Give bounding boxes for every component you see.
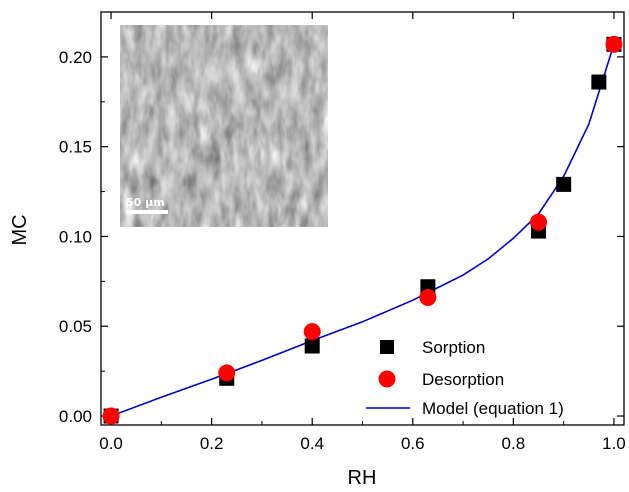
x-tick-label: 0.0	[99, 434, 123, 453]
desorption-point	[530, 213, 548, 231]
inset-scale-label: 50 µm	[126, 196, 165, 209]
legend-label-model: Model (equation 1)	[422, 399, 564, 418]
x-tick-label: 0.2	[200, 434, 224, 453]
desorption-point	[102, 407, 120, 425]
x-tick-labels: 0.0 0.2 0.4 0.6 0.8 1.0	[99, 434, 626, 453]
x-tick-label: 0.8	[502, 434, 526, 453]
y-tick-labels: 0.00 0.05 0.10 0.15 0.20	[59, 48, 92, 426]
inset-fiber-texture	[120, 25, 328, 227]
legend-label-sorption: Sorption	[422, 338, 485, 357]
desorption-point	[218, 364, 236, 382]
inset-micrograph: 50 µm	[120, 25, 328, 227]
y-axis-title: MC	[9, 214, 31, 245]
legend-marker-sorption	[380, 340, 394, 354]
sorption-point	[304, 338, 320, 354]
x-tick-label: 1.0	[602, 434, 626, 453]
legend: Sorption Desorption Model (equation 1)	[366, 338, 564, 418]
x-tick-label: 0.6	[401, 434, 425, 453]
desorption-point	[605, 35, 623, 53]
x-tick-label: 0.4	[300, 434, 324, 453]
y-tick-label: 0.15	[59, 138, 92, 157]
desorption-point	[419, 289, 437, 307]
sorption-point	[591, 74, 607, 90]
sorption-point	[556, 176, 572, 192]
y-tick-label: 0.05	[59, 317, 92, 336]
y-tick-label: 0.10	[59, 227, 92, 246]
desorption-point	[303, 323, 321, 341]
y-tick-label: 0.00	[59, 407, 92, 426]
series-layer	[102, 35, 623, 425]
y-tick-label: 0.20	[59, 48, 92, 67]
x-axis-title: RH	[348, 467, 377, 489]
legend-marker-desorption	[378, 370, 396, 388]
inset-scale-bar	[126, 210, 168, 214]
legend-label-desorption: Desorption	[422, 370, 504, 389]
axis-ticks	[101, 11, 624, 425]
